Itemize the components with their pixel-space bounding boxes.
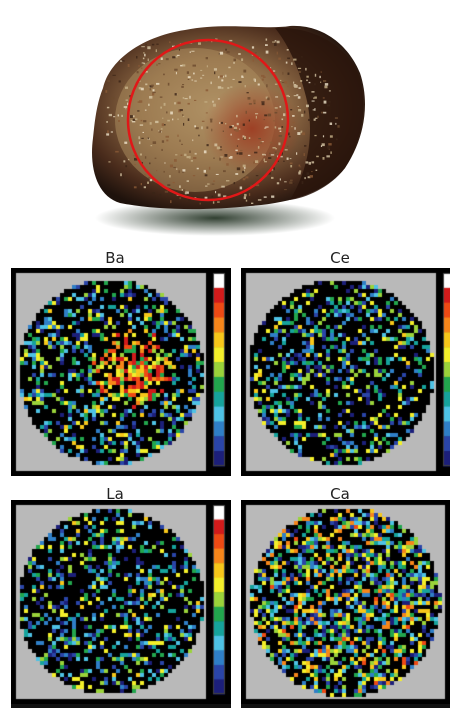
rock-shadow [95, 200, 335, 236]
map-label-la: La [106, 485, 124, 503]
element-map-ce [241, 268, 450, 476]
element-map-ca [241, 500, 450, 708]
map-label-ca: Ca [330, 485, 350, 503]
element-map-la [11, 500, 231, 708]
map-label-ba: Ba [105, 249, 125, 267]
element-map-ba [11, 268, 231, 476]
rock-photo [92, 25, 365, 236]
map-label-ce: Ce [330, 249, 350, 267]
analysis-area-circle [126, 38, 290, 202]
